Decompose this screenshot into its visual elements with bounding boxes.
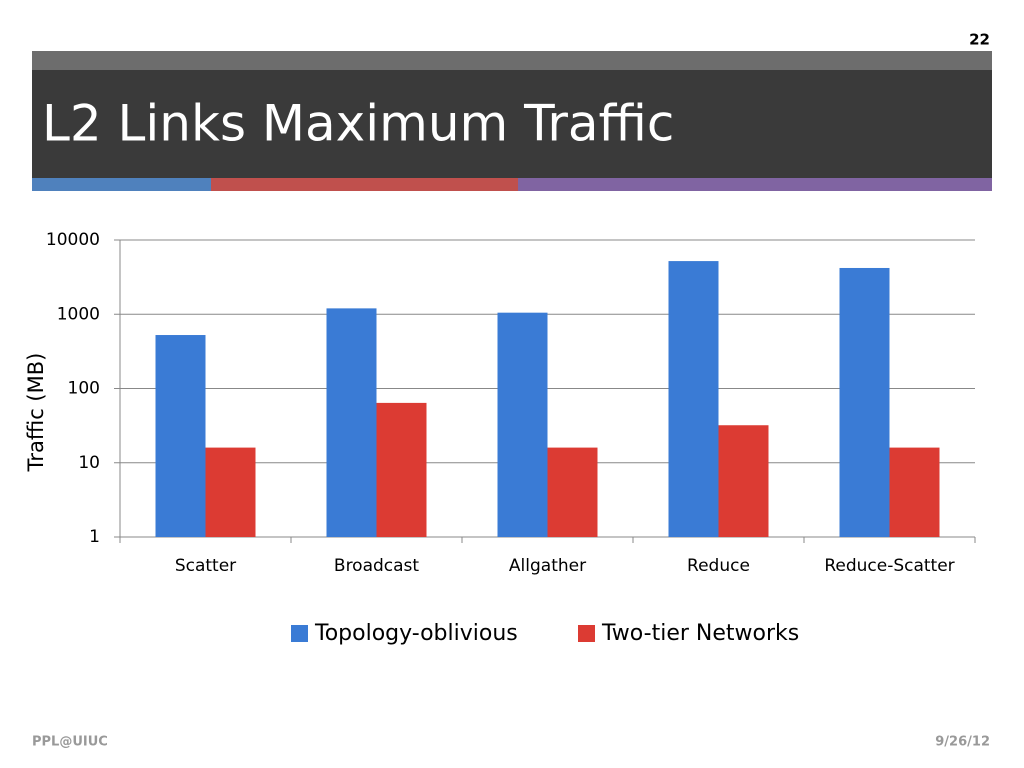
chart-title: L2 Links Maximum Traffic (42, 95, 674, 153)
footer-left: PPL@UIUC (32, 735, 108, 750)
x-tick-label: Scatter (175, 556, 236, 576)
stripe-blue (32, 178, 211, 191)
bar (497, 312, 548, 537)
top-band (32, 51, 992, 71)
x-tick-label: Reduce (687, 556, 750, 576)
stripe-red (211, 178, 518, 191)
bar (326, 308, 377, 537)
x-tick-label: Allgather (509, 556, 586, 576)
bar (376, 402, 427, 537)
bar (205, 447, 256, 537)
bar (839, 267, 890, 537)
footer-right: 9/26/12 (935, 735, 990, 750)
title-band (32, 70, 992, 179)
bar (547, 447, 598, 537)
legend-swatch (291, 625, 308, 642)
bar (718, 425, 769, 537)
y-axis-label: Traffic (MB) (24, 353, 48, 473)
x-tick-label: Reduce-Scatter (824, 556, 954, 576)
legend-label: Two-tier Networks (601, 621, 799, 646)
bar (155, 335, 206, 537)
legend-swatch (578, 625, 595, 642)
y-tick-label: 10000 (46, 230, 100, 250)
stripe-purple (518, 178, 992, 191)
x-tick-label: Broadcast (334, 556, 420, 576)
y-tick-label: 100 (68, 379, 100, 399)
bar (668, 261, 719, 537)
bar (889, 447, 940, 537)
slide-number: 22 (969, 31, 990, 49)
legend-label: Topology-oblivious (314, 621, 518, 646)
y-tick-label: 1 (89, 527, 100, 547)
y-tick-label: 10 (78, 453, 100, 473)
y-tick-label: 1000 (57, 304, 100, 324)
